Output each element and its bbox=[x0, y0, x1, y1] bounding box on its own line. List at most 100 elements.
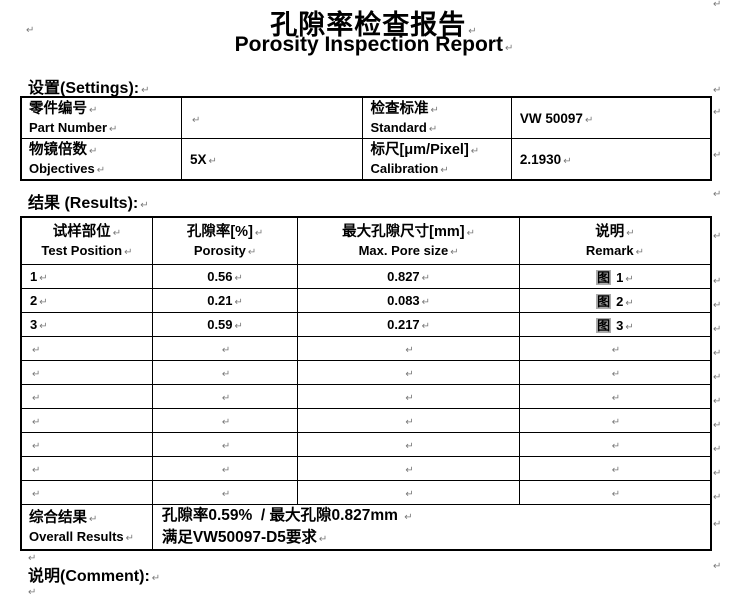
max-pore-cell[interactable]: ↵ bbox=[297, 431, 520, 457]
porosity-cell[interactable]: ↵ bbox=[151, 479, 299, 505]
test-position-cell[interactable]: 1 ↵ bbox=[20, 263, 153, 289]
porosity-cell[interactable]: 0.59 ↵ bbox=[151, 311, 299, 337]
remark-cell[interactable]: ↵ bbox=[518, 335, 712, 361]
test-position-cell[interactable]: 2 ↵ bbox=[20, 287, 153, 313]
porosity-cell[interactable]: ↵ bbox=[151, 383, 299, 409]
max-pore-cell[interactable]: ↵ bbox=[297, 383, 520, 409]
objectives-label-zh: 物镜倍数 bbox=[29, 142, 87, 158]
part-number-label-en: Part Number bbox=[29, 120, 108, 135]
test-position-cell[interactable]: ↵ bbox=[20, 407, 153, 433]
porosity-cell[interactable]: ↵ bbox=[151, 455, 299, 481]
max-pore-cell[interactable]: ↵ bbox=[297, 479, 520, 505]
remark-cell[interactable]: ↵ bbox=[518, 407, 712, 433]
return-mark: ↵ bbox=[611, 392, 621, 404]
test-position-cell[interactable]: ↵ bbox=[20, 479, 153, 505]
return-mark: ↵ bbox=[504, 43, 514, 54]
porosity-cell[interactable]: ↵ bbox=[151, 335, 299, 361]
remark-cell[interactable]: ↵ bbox=[518, 359, 712, 385]
empty-result-row: ↵ ↵ ↵ ↵ bbox=[20, 335, 712, 361]
test-position-cell[interactable]: ↵ bbox=[20, 383, 153, 409]
return-mark: ↵ bbox=[713, 324, 722, 335]
return-mark: ↵ bbox=[611, 464, 621, 476]
max-pore-cell[interactable]: ↵ bbox=[297, 359, 520, 385]
max-pore-value: 0.217 bbox=[387, 316, 420, 332]
comment-heading[interactable]: 说明(Comment): ↵ bbox=[28, 562, 160, 586]
porosity-cell[interactable]: ↵ bbox=[151, 431, 299, 457]
porosity-cell[interactable]: 0.56 ↵ bbox=[151, 263, 299, 289]
calibration-value-cell[interactable]: 2.1930 ↵ bbox=[510, 138, 712, 181]
calibration-label-en: Calibration bbox=[370, 161, 439, 176]
header-test-position[interactable]: 试样部位 ↵ Test Position ↵ bbox=[20, 216, 153, 265]
part-number-label-cell[interactable]: 零件编号 ↵ Part Number ↵ bbox=[20, 96, 182, 139]
porosity-cell[interactable]: 0.21 ↵ bbox=[151, 287, 299, 313]
report-title-zh[interactable]: 孔隙率检查报告 ↵ bbox=[0, 3, 748, 42]
header-remark[interactable]: 说明 ↵ Remark ↵ bbox=[518, 216, 712, 265]
overall-results-label-cell[interactable]: 综合结果 ↵ Overall Results ↵ bbox=[20, 503, 153, 551]
figure-field[interactable]: 图 bbox=[596, 269, 612, 285]
results-heading[interactable]: 结果 (Results): ↵ bbox=[28, 189, 149, 213]
return-mark: ↵ bbox=[96, 165, 106, 176]
return-mark: ↵ bbox=[713, 189, 722, 200]
header-test-position-zh: 试样部位 bbox=[52, 223, 111, 240]
return-mark: ↵ bbox=[221, 368, 231, 380]
return-mark: ↵ bbox=[421, 272, 431, 284]
return-mark: ↵ bbox=[430, 105, 439, 116]
figure-number: 3 bbox=[616, 317, 624, 333]
header-porosity[interactable]: 孔隙率[%] ↵ Porosity ↵ bbox=[151, 216, 299, 265]
return-mark: ↵ bbox=[208, 155, 217, 167]
remark-cell[interactable]: ↵ bbox=[518, 455, 712, 481]
calibration-label-cell[interactable]: 标尺[μm/Pixel] ↵ Calibration ↵ bbox=[362, 138, 512, 181]
test-position-cell[interactable]: 3 ↵ bbox=[20, 311, 153, 337]
max-pore-cell[interactable]: ↵ bbox=[297, 335, 520, 361]
return-mark: ↵ bbox=[405, 416, 414, 428]
remark-cell[interactable]: 图 2 ↵ bbox=[518, 287, 712, 313]
return-mark: ↵ bbox=[421, 296, 431, 308]
remark-cell[interactable]: ↵ bbox=[518, 383, 712, 409]
return-mark: ↵ bbox=[428, 124, 438, 135]
empty-result-row: ↵ ↵ ↵ ↵ bbox=[20, 479, 712, 505]
header-max-pore-size[interactable]: 最大孔隙尺寸[mm] ↵ Max. Pore size ↵ bbox=[297, 216, 520, 265]
max-pore-cell[interactable]: ↵ bbox=[297, 407, 520, 433]
max-pore-cell[interactable]: 0.827 ↵ bbox=[297, 263, 520, 289]
report-title-en[interactable]: Porosity Inspection Report ↵ bbox=[0, 33, 748, 57]
test-position-cell[interactable]: ↵ bbox=[20, 455, 153, 481]
return-mark: ↵ bbox=[713, 231, 722, 242]
porosity-cell[interactable]: ↵ bbox=[151, 407, 299, 433]
standard-label-cell[interactable]: 检查标准 ↵ Standard ↵ bbox=[362, 96, 512, 139]
figure-field[interactable]: 图 bbox=[596, 317, 612, 333]
overall-results-value-cell[interactable]: 孔隙率0.59% / 最大孔隙0.827mm ↵ 满足VW50097-D5要求 ↵ bbox=[151, 503, 712, 551]
return-mark: ↵ bbox=[713, 420, 722, 431]
objectives-label-cell[interactable]: 物镜倍数 ↵ Objectives ↵ bbox=[20, 138, 182, 181]
header-remark-en: Remark bbox=[585, 242, 634, 258]
test-position-cell[interactable]: ↵ bbox=[20, 431, 153, 457]
header-max-pore-size-zh: 最大孔隙尺寸[mm] bbox=[342, 223, 465, 240]
header-porosity-zh: 孔隙率[%] bbox=[186, 223, 253, 240]
porosity-cell[interactable]: ↵ bbox=[151, 359, 299, 385]
test-position-value: 1 bbox=[30, 268, 38, 284]
return-mark: ↵ bbox=[611, 344, 621, 356]
objectives-value-cell[interactable]: 5X ↵ bbox=[180, 138, 364, 181]
max-pore-cell[interactable]: 0.217 ↵ bbox=[297, 311, 520, 337]
figure-field[interactable]: 图 bbox=[596, 293, 612, 309]
remark-cell[interactable]: 图 3 ↵ bbox=[518, 311, 712, 337]
test-position-value: 2 bbox=[30, 292, 38, 308]
figure-number: 2 bbox=[616, 293, 624, 309]
settings-heading[interactable]: 设置(Settings): ↵ bbox=[28, 74, 150, 98]
test-position-cell[interactable]: ↵ bbox=[20, 335, 153, 361]
test-position-cell[interactable]: ↵ bbox=[20, 359, 153, 385]
return-mark: ↵ bbox=[89, 513, 98, 525]
return-mark: ↵ bbox=[221, 488, 231, 500]
remark-cell[interactable]: ↵ bbox=[518, 479, 712, 505]
max-pore-cell[interactable]: ↵ bbox=[297, 455, 520, 481]
standard-value-cell[interactable]: VW 50097 ↵ bbox=[510, 96, 712, 139]
remark-cell[interactable]: ↵ bbox=[518, 431, 712, 457]
comment-heading-text: 说明(Comment): bbox=[28, 568, 150, 585]
max-pore-cell[interactable]: 0.083 ↵ bbox=[297, 287, 520, 313]
remark-cell[interactable]: 图 1 ↵ bbox=[518, 263, 712, 289]
return-mark: ↵ bbox=[109, 124, 118, 135]
part-number-value-cell[interactable]: ↵ bbox=[180, 96, 364, 139]
max-pore-value: 0.827 bbox=[387, 268, 420, 284]
return-mark: ↵ bbox=[28, 587, 37, 598]
return-mark: ↵ bbox=[32, 368, 41, 380]
